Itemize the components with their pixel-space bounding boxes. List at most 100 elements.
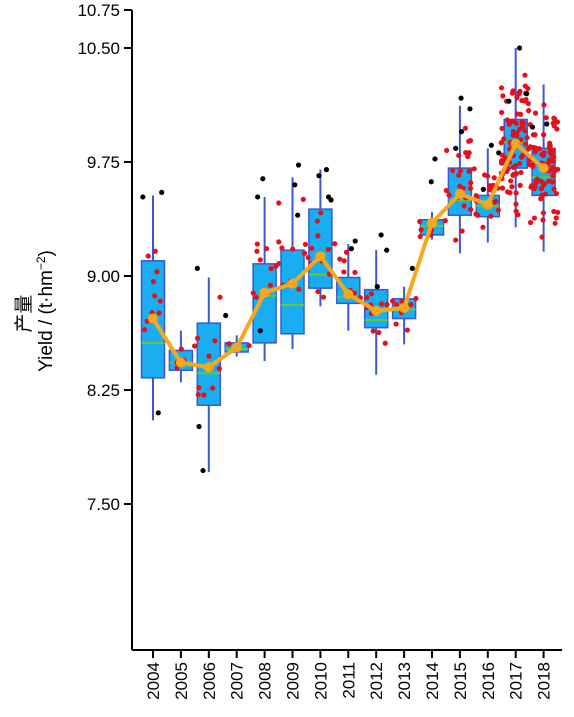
sample-point — [212, 338, 218, 344]
outlier-point — [352, 238, 358, 244]
mean-point — [454, 188, 465, 199]
sample-point — [468, 206, 474, 213]
x-tick-label: 2005 — [172, 662, 191, 700]
x-tick-label: 2017 — [507, 662, 526, 700]
outlier-point — [316, 173, 322, 179]
sample-point — [320, 294, 327, 300]
sample-point — [442, 218, 448, 224]
sample-point — [551, 123, 557, 129]
outlier-point — [529, 124, 536, 130]
sample-point — [498, 140, 504, 146]
outlier-point — [467, 106, 473, 112]
sample-point — [314, 218, 321, 224]
sample-point — [404, 327, 410, 333]
sample-point — [499, 152, 505, 158]
x-tick-label: 2013 — [395, 662, 414, 700]
sample-point — [318, 210, 324, 216]
outlier-point — [453, 145, 459, 151]
sample-point — [300, 196, 306, 203]
sample-point — [418, 227, 424, 233]
sample-point — [446, 192, 452, 198]
outlier-point — [159, 189, 165, 195]
sample-point — [480, 224, 486, 230]
mean-point — [482, 199, 493, 210]
sample-point — [527, 144, 533, 150]
sample-point — [547, 140, 553, 146]
sample-point — [467, 185, 474, 191]
sample-point — [530, 132, 537, 138]
sample-point — [488, 213, 494, 219]
sample-point — [417, 233, 423, 240]
sample-point — [462, 125, 469, 131]
sample-point — [551, 186, 557, 192]
outlier-point — [488, 142, 494, 148]
sample-point — [473, 211, 479, 217]
sample-point — [152, 248, 158, 254]
outlier-point — [458, 129, 465, 135]
sample-point — [522, 83, 528, 89]
sample-point — [376, 329, 382, 336]
sample-point — [444, 147, 450, 154]
box-group-2017 — [498, 45, 533, 228]
sample-point — [268, 265, 274, 272]
outlier-point — [506, 98, 512, 104]
sample-point — [201, 392, 207, 398]
sample-point — [467, 137, 474, 144]
x-tick-label: 2014 — [423, 662, 442, 700]
y-axis-title-close: ) — [36, 250, 57, 256]
sample-point — [154, 269, 160, 275]
y-axis-title-sup: −2 — [34, 256, 48, 270]
box-group-2004 — [140, 189, 166, 421]
sample-point — [226, 341, 232, 347]
sample-point — [506, 121, 512, 127]
sample-point — [522, 128, 528, 134]
sample-point — [178, 346, 184, 352]
sample-point — [487, 187, 493, 193]
outlier-point — [295, 162, 302, 168]
sample-point — [254, 248, 260, 254]
y-tick-label: 9.75 — [87, 153, 120, 172]
outlier-point — [196, 423, 202, 430]
outlier-point — [524, 91, 530, 97]
sample-point — [546, 178, 552, 184]
sample-point — [516, 126, 523, 132]
outlier-point — [409, 265, 415, 271]
sample-point — [379, 301, 385, 307]
x-tick-label: 2007 — [228, 662, 247, 700]
sample-point — [534, 176, 540, 182]
sample-point — [456, 172, 462, 178]
mean-point — [287, 278, 298, 289]
outlier-point — [348, 246, 355, 252]
sample-point — [341, 269, 347, 275]
outlier-point — [378, 232, 384, 238]
sample-point — [522, 72, 528, 78]
sample-point — [492, 199, 498, 205]
sample-point — [253, 294, 259, 300]
y-axis-title-en: Yield / (t·hm — [36, 270, 57, 372]
outlier-point — [374, 284, 380, 290]
outlier-point — [480, 186, 486, 192]
sample-point — [364, 294, 370, 301]
sample-point — [517, 111, 524, 117]
axes: 7.50 8.25 9.00 9.75 10.50 10.75 2004 2005 2006 20… — [77, 1, 562, 700]
sample-point — [267, 282, 274, 288]
sample-point — [555, 209, 561, 215]
sample-point — [508, 178, 514, 184]
y-tick-label: 8.25 — [87, 381, 120, 400]
sample-point — [500, 93, 506, 99]
outlier-point — [257, 328, 263, 334]
outlier-point — [260, 176, 266, 182]
sample-point — [532, 149, 538, 155]
sample-point — [541, 102, 547, 108]
sample-point — [370, 328, 376, 334]
sample-point — [368, 291, 375, 297]
sample-point — [514, 95, 520, 101]
x-tick-label: 2010 — [311, 662, 330, 700]
x-tick-label: 2009 — [284, 662, 303, 700]
sample-point — [325, 246, 332, 253]
sample-point — [302, 241, 309, 248]
sample-point — [499, 185, 506, 191]
sample-point — [254, 241, 260, 247]
x-tick-label: 2015 — [451, 662, 470, 700]
sample-point — [552, 168, 558, 174]
